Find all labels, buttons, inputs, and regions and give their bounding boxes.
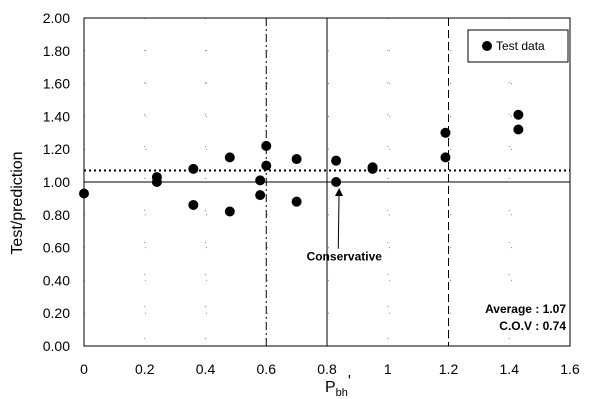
y-tick-label: 1.00	[43, 174, 70, 190]
data-point	[367, 163, 378, 174]
data-point	[291, 154, 302, 165]
data-point	[188, 199, 199, 210]
annotation-arrow	[335, 188, 344, 249]
y-tick-label: 0.40	[43, 272, 70, 288]
data-points	[79, 109, 524, 217]
y-tick-label: 2.00	[43, 10, 70, 26]
reference-lines	[84, 18, 570, 346]
data-point	[513, 124, 524, 135]
data-point	[513, 109, 524, 120]
data-point	[255, 175, 266, 186]
x-tick-label: 0	[80, 361, 88, 377]
y-tick-label: 0.60	[43, 240, 70, 256]
data-point	[224, 206, 235, 217]
x-tick-label: 0.6	[257, 361, 277, 377]
x-tick-label: 1.2	[439, 361, 459, 377]
data-point	[291, 196, 302, 207]
average-label: Average : 1.07	[485, 302, 566, 316]
data-point	[224, 152, 235, 163]
annotation-label: Conservative	[307, 250, 383, 264]
x-axis-title-main: P	[325, 379, 336, 396]
y-tick-labels: 0.00 0.20 0.40 0.60 0.80 1.00 1.20 1.40 1.60 1.80…	[43, 10, 70, 354]
data-point	[188, 163, 199, 174]
x-tick-label: 0.8	[317, 361, 337, 377]
data-point	[151, 177, 162, 187]
legend: Test data	[467, 29, 569, 63]
x-tick-label: 0.4	[196, 361, 216, 377]
x-tick-label: 1.6	[560, 361, 580, 377]
x-axis-title: Pbh'	[325, 373, 351, 399]
data-point	[440, 152, 451, 163]
y-tick-label: 1.60	[43, 76, 70, 92]
x-tick-label: 1	[384, 361, 392, 377]
data-point	[331, 177, 342, 187]
x-tick-label: 1.4	[500, 361, 520, 377]
x-axis-title-suffix: '	[348, 373, 351, 390]
data-point	[440, 127, 451, 138]
y-axis-title: Test/prediction	[9, 151, 26, 254]
x-axis-title-subscript: bh	[336, 387, 348, 399]
y-tick-label: 0.80	[43, 207, 70, 223]
y-tick-label: 0.00	[43, 338, 70, 354]
data-point	[255, 190, 266, 201]
x-tick-labels: 0 0.2 0.4 0.6 0.8 1 1.2 1.4 1.6	[80, 361, 580, 377]
y-tick-label: 0.20	[43, 305, 70, 321]
legend-label: Test data	[496, 39, 545, 53]
data-point	[261, 140, 272, 151]
plot-frame	[83, 17, 571, 347]
data-point	[79, 188, 89, 199]
conservative-annotation: Conservative	[307, 188, 383, 264]
legend-marker	[482, 41, 492, 51]
y-tick-label: 1.20	[43, 141, 70, 157]
y-tick-label: 1.40	[43, 108, 70, 124]
data-point	[331, 155, 342, 166]
x-tick-label: 0.2	[135, 361, 155, 377]
data-point	[261, 160, 272, 171]
cov-label: C.O.V : 0.74	[499, 319, 566, 333]
y-tick-label: 1.80	[43, 43, 70, 59]
